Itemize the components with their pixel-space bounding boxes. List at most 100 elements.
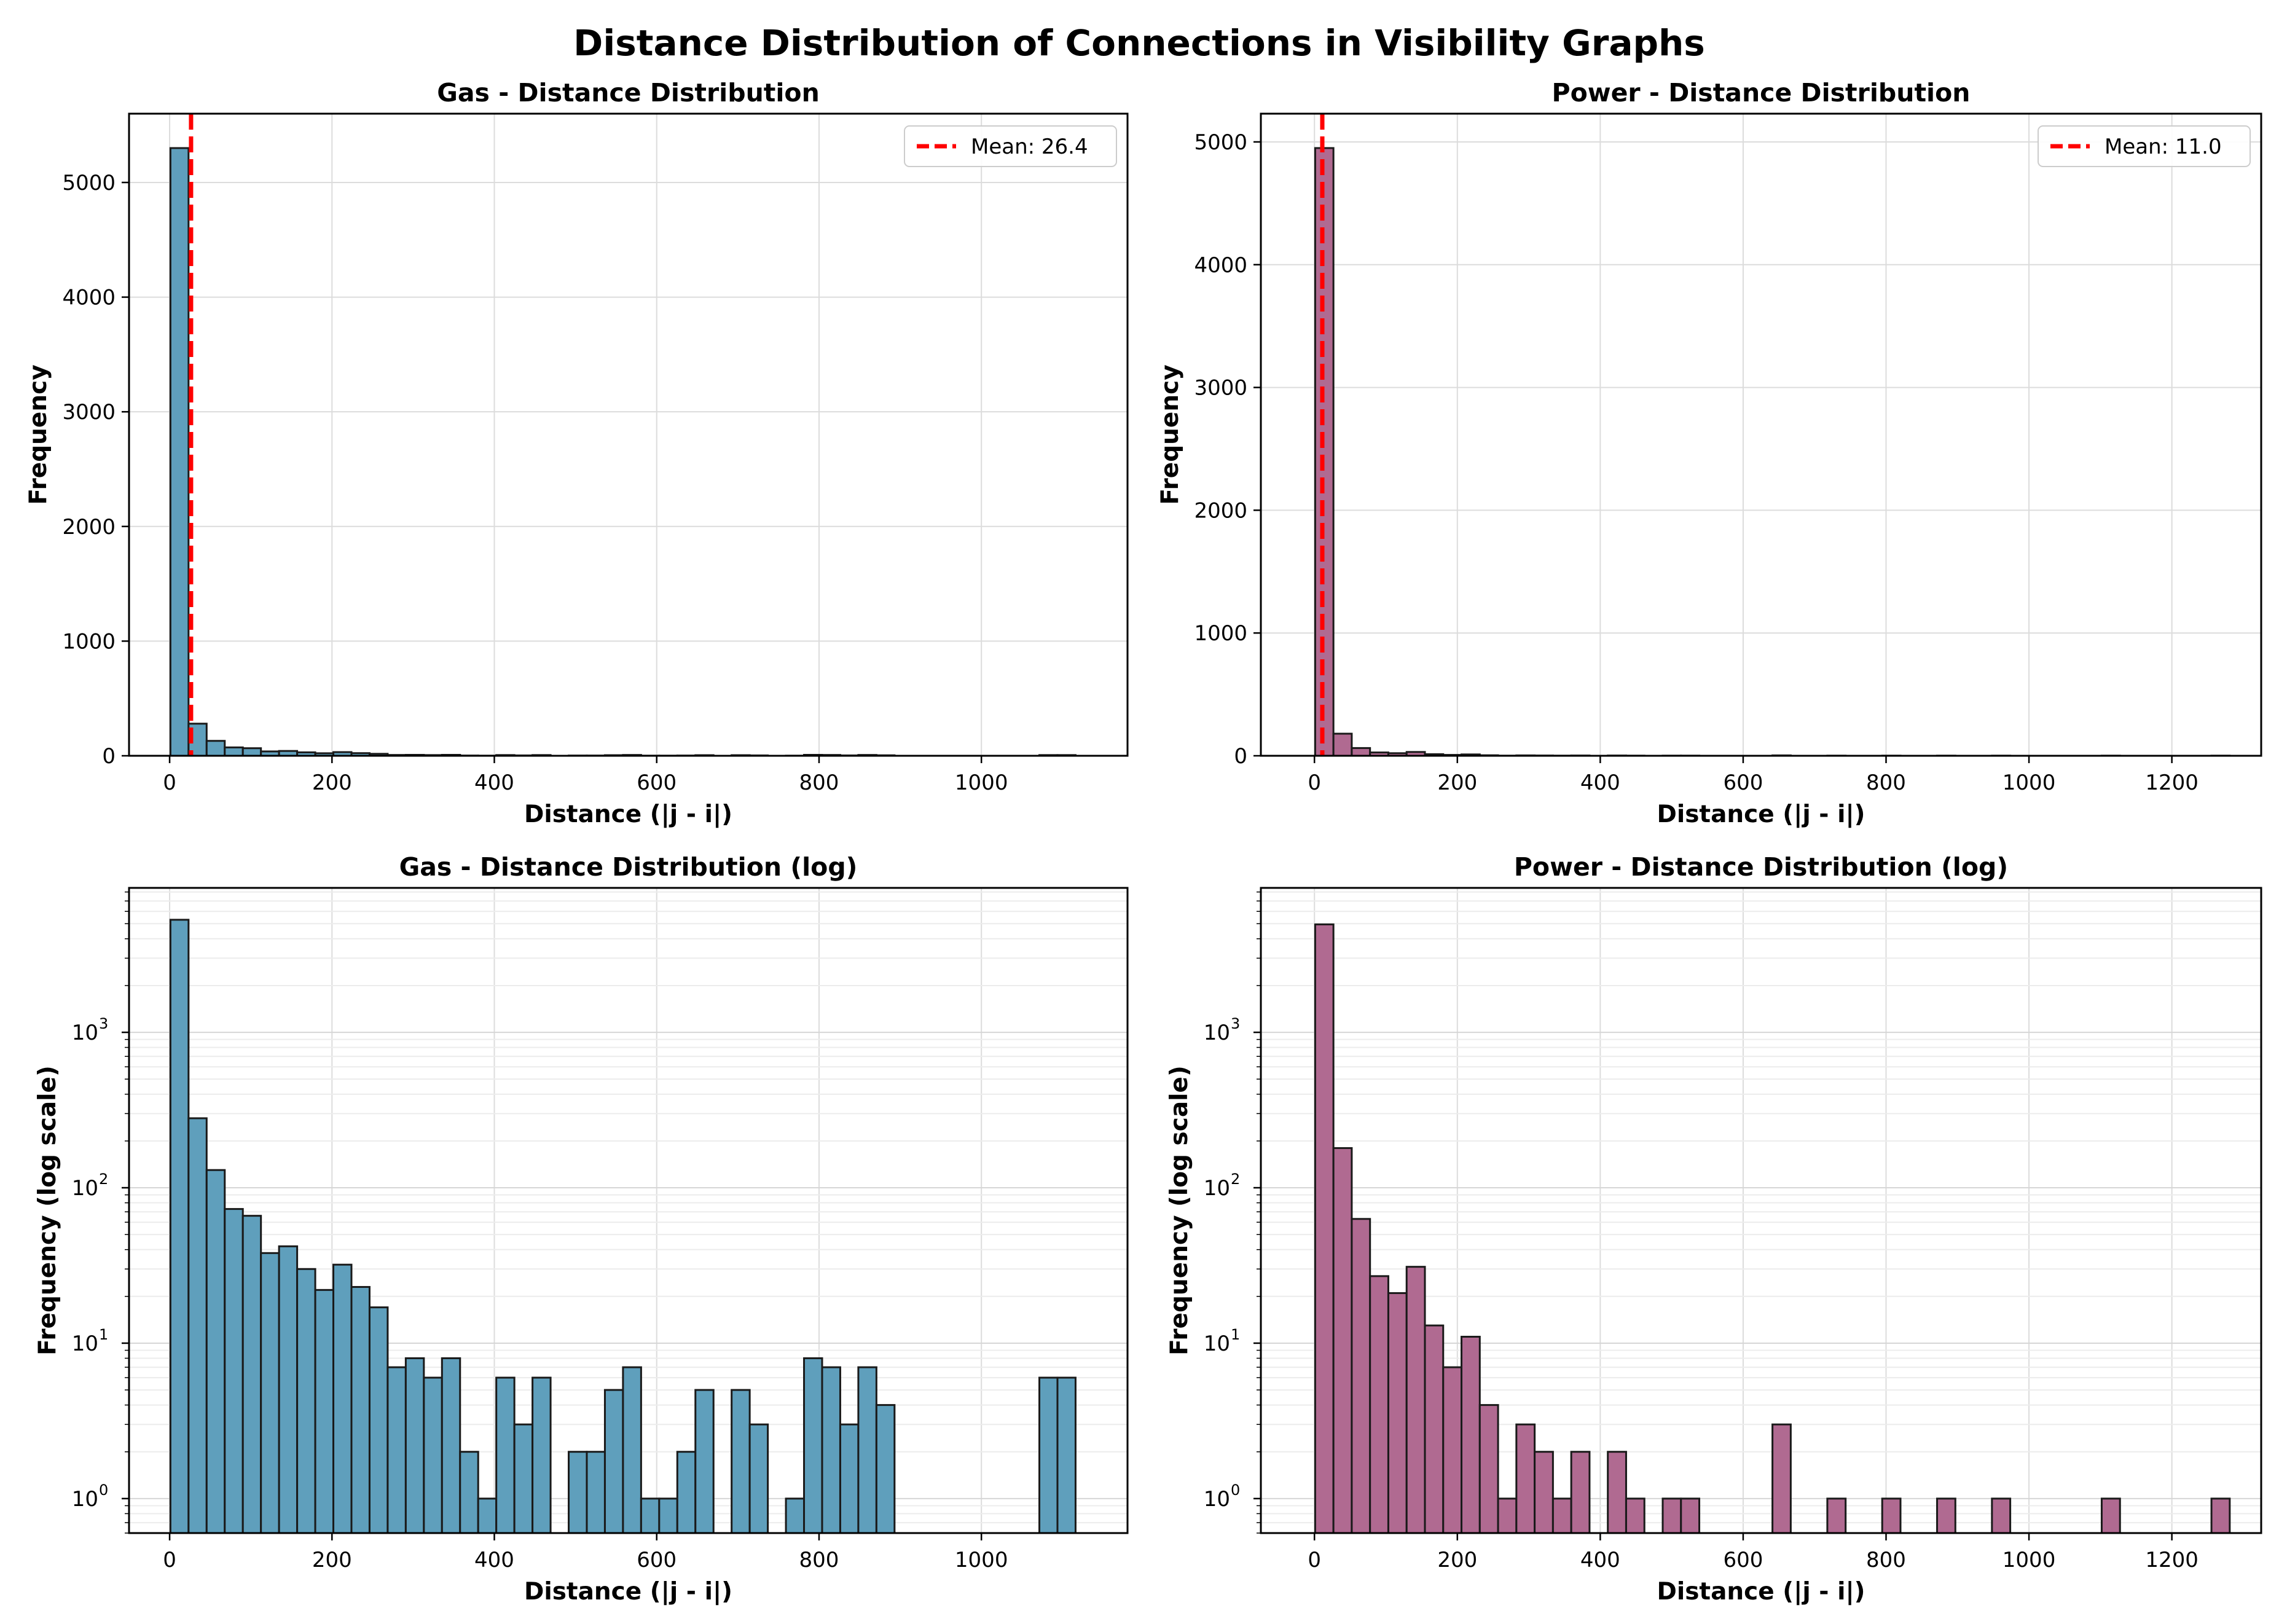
histogram-bar: [1570, 1451, 1591, 1534]
x-axis-label: Distance (|j - i|): [1657, 801, 1865, 828]
x-tick-label: 1000: [2002, 771, 2056, 795]
y-tick-label: 10: [1204, 1021, 1230, 1045]
histogram-bar: [875, 1404, 896, 1534]
axes-frame: [128, 887, 1129, 1534]
x-tick-label: 1200: [2145, 771, 2199, 795]
histogram-bar: [1351, 747, 1371, 757]
axes-frame: [1260, 112, 2262, 757]
chart-panel-2: 0 200 400 600 800 1000 1200 0 1000 2000 3000 4000 50…: [1156, 78, 2262, 828]
histogram-bar: [1534, 1451, 1554, 1534]
legend-mean-label: Mean: 26.4: [971, 135, 1088, 159]
x-tick-label: 800: [799, 771, 839, 795]
histogram-bar: [187, 1117, 208, 1534]
histogram-bar: [658, 1497, 678, 1534]
x-tick-label: 600: [1723, 1548, 1763, 1572]
x-axis-label: Distance (|j - i|): [524, 1578, 732, 1606]
histogram-bar: [839, 1423, 860, 1534]
histogram-bar: [205, 740, 226, 757]
x-tick-label: 0: [1308, 1548, 1321, 1572]
y-tick-exponent: 3: [99, 1015, 108, 1032]
y-tick-label: 2000: [1194, 498, 1247, 523]
axes-frame: [128, 112, 1129, 757]
y-axis-label: Frequency (log scale): [34, 1065, 61, 1355]
x-tick-label: 200: [1437, 771, 1477, 795]
histogram-bar: [785, 1497, 806, 1534]
legend-mean-label: Mean: 11.0: [2104, 135, 2222, 159]
chart-title: Gas - Distance Distribution (log): [399, 852, 858, 882]
histogram-bar: [1387, 1292, 1408, 1534]
x-tick-label: 400: [1580, 1548, 1620, 1572]
histogram-bar: [748, 1423, 769, 1534]
chart-title: Power - Distance Distribution: [1552, 78, 1971, 108]
histogram-bar: [2210, 1497, 2231, 1534]
histogram-bar: [1351, 1218, 1371, 1534]
histogram-bar: [1461, 1335, 1481, 1534]
histogram-bar: [513, 1423, 534, 1534]
histogram-bar: [495, 1376, 516, 1534]
histogram-bar: [224, 1208, 244, 1534]
histogram-bar: [1442, 1366, 1463, 1534]
x-tick-label: 600: [637, 1548, 677, 1572]
x-tick-label: 200: [1437, 1548, 1477, 1572]
histogram-bar: [586, 1451, 606, 1534]
histogram-bar: [532, 1376, 552, 1534]
y-tick-exponent: 1: [1231, 1326, 1240, 1343]
y-tick-label: 2000: [62, 515, 116, 539]
x-tick-label: 800: [1866, 1548, 1906, 1572]
y-tick-exponent: 2: [99, 1171, 108, 1188]
histogram-bar: [423, 1376, 443, 1534]
y-tick-label: 10: [72, 1332, 98, 1356]
histogram-bar: [169, 147, 190, 757]
histogram-bar: [1314, 923, 1335, 1534]
y-tick-label: 10: [1204, 1176, 1230, 1201]
histogram-bar: [1607, 1451, 1627, 1534]
x-tick-label: 0: [163, 1548, 176, 1572]
y-tick-label: 5000: [62, 171, 116, 195]
y-tick-label: 4000: [1194, 253, 1247, 278]
histogram-bar: [1332, 732, 1353, 757]
histogram-bar: [1991, 1497, 2012, 1534]
x-tick-label: 200: [312, 1548, 352, 1572]
histogram-bar: [803, 1357, 823, 1534]
histogram-bar: [1424, 1324, 1445, 1534]
y-axis-label: Frequency: [1156, 364, 1184, 504]
histogram-bar: [603, 1389, 624, 1534]
y-tick-label: 10: [1204, 1487, 1230, 1512]
histogram-bar: [205, 1169, 226, 1534]
histogram-bar: [1826, 1497, 1847, 1534]
y-tick-label: 0: [102, 744, 116, 769]
histogram-bar: [278, 1245, 299, 1534]
chart-title: Power - Distance Distribution (log): [1514, 852, 2008, 882]
y-axis-label: Frequency: [25, 364, 52, 504]
histogram-bar: [1881, 1497, 1902, 1534]
histogram-bar: [260, 1252, 280, 1534]
histogram-bar: [1056, 1376, 1077, 1534]
histogram-bar: [1369, 1275, 1389, 1534]
histogram-bar: [404, 1357, 425, 1534]
histogram-bar: [169, 919, 190, 1534]
histogram-bar: [1771, 1423, 1792, 1534]
x-tick-label: 1000: [955, 771, 1008, 795]
x-tick-label: 0: [163, 771, 176, 795]
x-tick-label: 800: [799, 1548, 839, 1572]
histogram-bar: [314, 1289, 335, 1534]
y-tick-label: 5000: [1194, 130, 1247, 155]
y-tick-label: 4000: [62, 286, 116, 310]
y-tick-label: 3000: [1194, 376, 1247, 401]
histogram-bar: [241, 1215, 262, 1534]
histogram-bar: [296, 1268, 316, 1534]
histogram-bar: [731, 1389, 751, 1534]
histogram-bar: [1625, 1497, 1646, 1534]
histogram-bar: [568, 1451, 588, 1534]
histogram-bar: [224, 746, 244, 757]
x-tick-label: 400: [474, 1548, 514, 1572]
histogram-bar: [694, 1389, 715, 1534]
y-tick-label: 3000: [62, 400, 116, 425]
histogram-bar: [622, 1366, 642, 1534]
histogram-bar: [640, 1497, 661, 1534]
x-axis-label: Distance (|j - i|): [1657, 1578, 1865, 1606]
x-tick-label: 1200: [2145, 1548, 2199, 1572]
